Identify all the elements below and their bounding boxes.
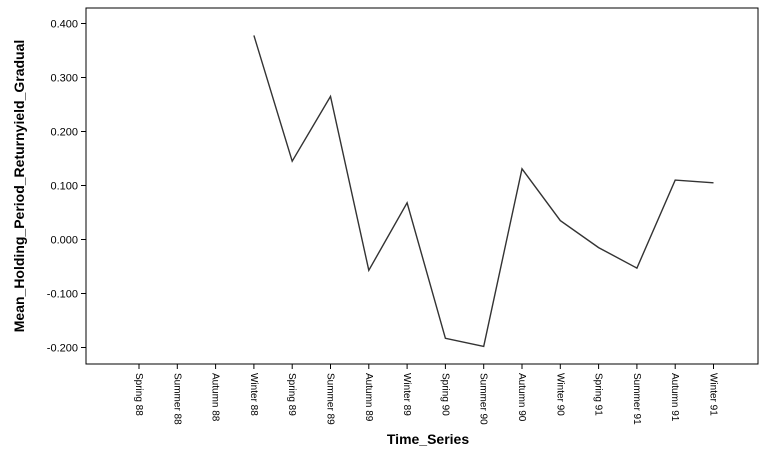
y-tick-label: 0.300 xyxy=(50,73,78,85)
y-tick-label: 0.000 xyxy=(50,235,78,247)
x-tick-label: Winter 89 xyxy=(401,373,412,416)
y-tick-label: -0.100 xyxy=(47,289,78,301)
x-tick-label: Spring 89 xyxy=(286,373,297,416)
x-tick-label: Autumn 90 xyxy=(516,373,527,422)
y-axis-title: Mean_Holding_Period_Returnyield_Gradual xyxy=(11,40,27,333)
x-tick-label: Autumn 89 xyxy=(363,373,374,422)
x-tick-label: Summer 90 xyxy=(478,373,489,425)
x-tick-label: Winter 90 xyxy=(554,373,565,416)
series-line xyxy=(253,35,714,348)
plot-frame xyxy=(85,7,759,365)
y-tick-label: -0.200 xyxy=(47,343,78,355)
x-tick-label: Summer 88 xyxy=(171,373,182,425)
x-tick-label: Winter 91 xyxy=(708,373,719,416)
x-tick-label: Spring 90 xyxy=(439,373,450,416)
y-axis-ticks: 0.400 0.300 0.200 0.100 0.000 -0.100 -0.200 xyxy=(47,19,86,355)
x-tick-label: Autumn 88 xyxy=(210,373,221,422)
x-tick-label: Winter 88 xyxy=(248,373,259,416)
x-tick-label: Summer 89 xyxy=(325,373,336,425)
x-tick-label: Spring 91 xyxy=(593,373,604,416)
y-tick-label: 0.200 xyxy=(50,127,78,139)
x-tick-label: Spring 88 xyxy=(133,373,144,416)
series-group xyxy=(253,35,714,348)
x-tick-label: Autumn 91 xyxy=(669,373,680,422)
x-tick-label: Summer 91 xyxy=(631,373,642,425)
x-axis-ticks: Spring 88 Summer 88 Autumn 88 Winter 88 Spri… xyxy=(133,364,719,425)
y-tick-label: 0.100 xyxy=(50,181,78,193)
y-tick-label: 0.400 xyxy=(50,19,78,31)
x-axis-title: Time_Series xyxy=(387,431,469,447)
